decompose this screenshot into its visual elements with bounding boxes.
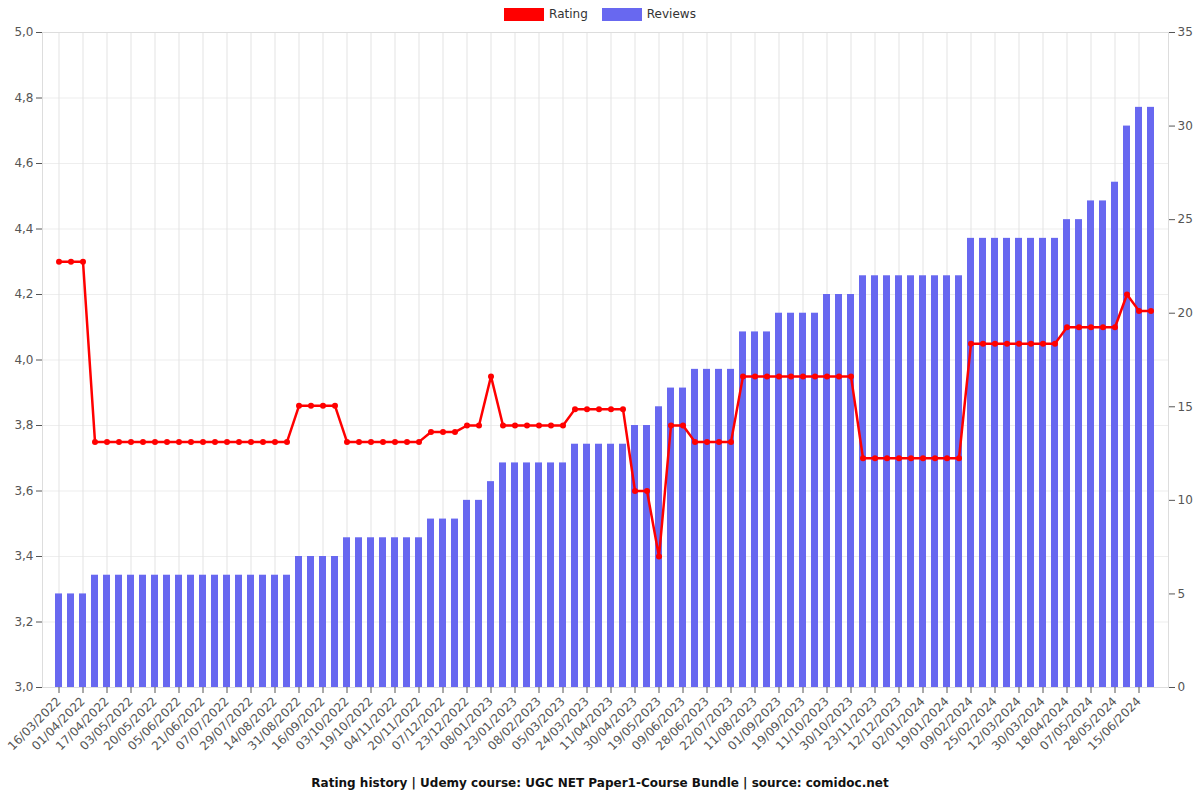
html-text:Rating: Rating — [549, 7, 588, 21]
svg-text:20/11/2022: 20/11/2022 — [365, 694, 424, 754]
svg-text:30/10/2023: 30/10/2023 — [797, 694, 856, 754]
svg-text:4,2: 4,2 — [14, 287, 33, 301]
svg-text:15: 15 — [1178, 400, 1193, 414]
svg-text:5: 5 — [1178, 587, 1186, 601]
svg-text:11/04/2023: 11/04/2023 — [557, 694, 616, 754]
svg-text:08/01/2023: 08/01/2023 — [437, 694, 496, 754]
svg-text:16/03/2022: 16/03/2022 — [5, 694, 64, 754]
svg-text:01/09/2023: 01/09/2023 — [725, 694, 784, 754]
svg-text:30/04/2023: 30/04/2023 — [581, 694, 640, 754]
svg-text:07/12/2022: 07/12/2022 — [389, 694, 448, 754]
svg-text:35: 35 — [1178, 25, 1193, 39]
html-text:Reviews: Reviews — [646, 7, 696, 21]
svg-text:09/02/2024: 09/02/2024 — [917, 694, 976, 754]
svg-text:05/06/2022: 05/06/2022 — [125, 694, 184, 754]
svg-text:4,0: 4,0 — [14, 353, 33, 367]
svg-text:4,4: 4,4 — [14, 222, 33, 236]
svg-text:03/05/2022: 03/05/2022 — [77, 694, 136, 754]
svg-text:15/06/2024: 15/06/2024 — [1085, 694, 1144, 753]
svg-text:20/05/2022: 20/05/2022 — [101, 694, 160, 754]
svg-text:23/01/2023: 23/01/2023 — [461, 694, 520, 754]
svg-text:05/03/2023: 05/03/2023 — [509, 694, 568, 754]
svg-text:30: 30 — [1178, 119, 1193, 133]
svg-text:3,0: 3,0 — [14, 680, 33, 694]
svg-text:19/09/2023: 19/09/2023 — [749, 694, 808, 754]
svg-text:23/12/2022: 23/12/2022 — [413, 694, 472, 754]
svg-text:3,2: 3,2 — [14, 615, 33, 629]
svg-text:31/08/2022: 31/08/2022 — [245, 694, 304, 754]
svg-text:14/08/2022: 14/08/2022 — [221, 694, 280, 754]
svg-text:25: 25 — [1178, 212, 1193, 226]
svg-text:30/03/2024: 30/03/2024 — [989, 694, 1048, 754]
svg-text:04/11/2022: 04/11/2022 — [341, 694, 400, 754]
svg-text:10: 10 — [1178, 493, 1193, 507]
svg-text:28/06/2023: 28/06/2023 — [653, 694, 712, 754]
svg-text:20: 20 — [1178, 306, 1193, 320]
svg-text:11/10/2023: 11/10/2023 — [773, 694, 832, 754]
html-text:Rating history | Udemy course:: Rating history | Udemy course: UGC NET P… — [311, 776, 889, 790]
svg-text:3,8: 3,8 — [14, 418, 33, 432]
svg-text:4,8: 4,8 — [14, 91, 33, 105]
svg-text:28/05/2024: 28/05/2024 — [1061, 694, 1120, 754]
svg-text:3,4: 3,4 — [14, 549, 33, 563]
svg-text:07/05/2024: 07/05/2024 — [1037, 694, 1096, 754]
svg-text:24/03/2023: 24/03/2023 — [533, 694, 592, 754]
svg-text:09/06/2023: 09/06/2023 — [629, 694, 688, 754]
svg-text:16/09/2022: 16/09/2022 — [269, 694, 328, 754]
svg-text:29/07/2022: 29/07/2022 — [197, 694, 256, 754]
svg-text:23/11/2023: 23/11/2023 — [821, 694, 880, 754]
svg-text:22/07/2023: 22/07/2023 — [677, 694, 736, 754]
svg-text:21/06/2022: 21/06/2022 — [149, 694, 208, 754]
svg-text:5,0: 5,0 — [14, 25, 33, 39]
svg-text:12/12/2023: 12/12/2023 — [845, 694, 904, 754]
svg-text:4,6: 4,6 — [14, 156, 33, 170]
svg-text:03/10/2022: 03/10/2022 — [293, 694, 352, 754]
svg-text:07/07/2022: 07/07/2022 — [173, 694, 232, 754]
svg-text:3,6: 3,6 — [14, 484, 33, 498]
svg-text:11/08/2023: 11/08/2023 — [701, 694, 760, 754]
svg-text:08/02/2023: 08/02/2023 — [485, 694, 544, 754]
svg-text:19/10/2022: 19/10/2022 — [317, 694, 376, 754]
svg-text:19/01/2024: 19/01/2024 — [893, 694, 952, 754]
svg-text:17/04/2022: 17/04/2022 — [53, 694, 112, 754]
svg-text:18/04/2024: 18/04/2024 — [1013, 694, 1072, 754]
svg-text:02/01/2024: 02/01/2024 — [869, 694, 928, 754]
svg-text:12/03/2024: 12/03/2024 — [965, 694, 1024, 754]
svg-text:25/02/2024: 25/02/2024 — [941, 694, 1000, 754]
svg-text:19/05/2023: 19/05/2023 — [605, 694, 664, 754]
svg-text:0: 0 — [1178, 680, 1186, 694]
svg-text:01/04/2022: 01/04/2022 — [29, 694, 88, 754]
